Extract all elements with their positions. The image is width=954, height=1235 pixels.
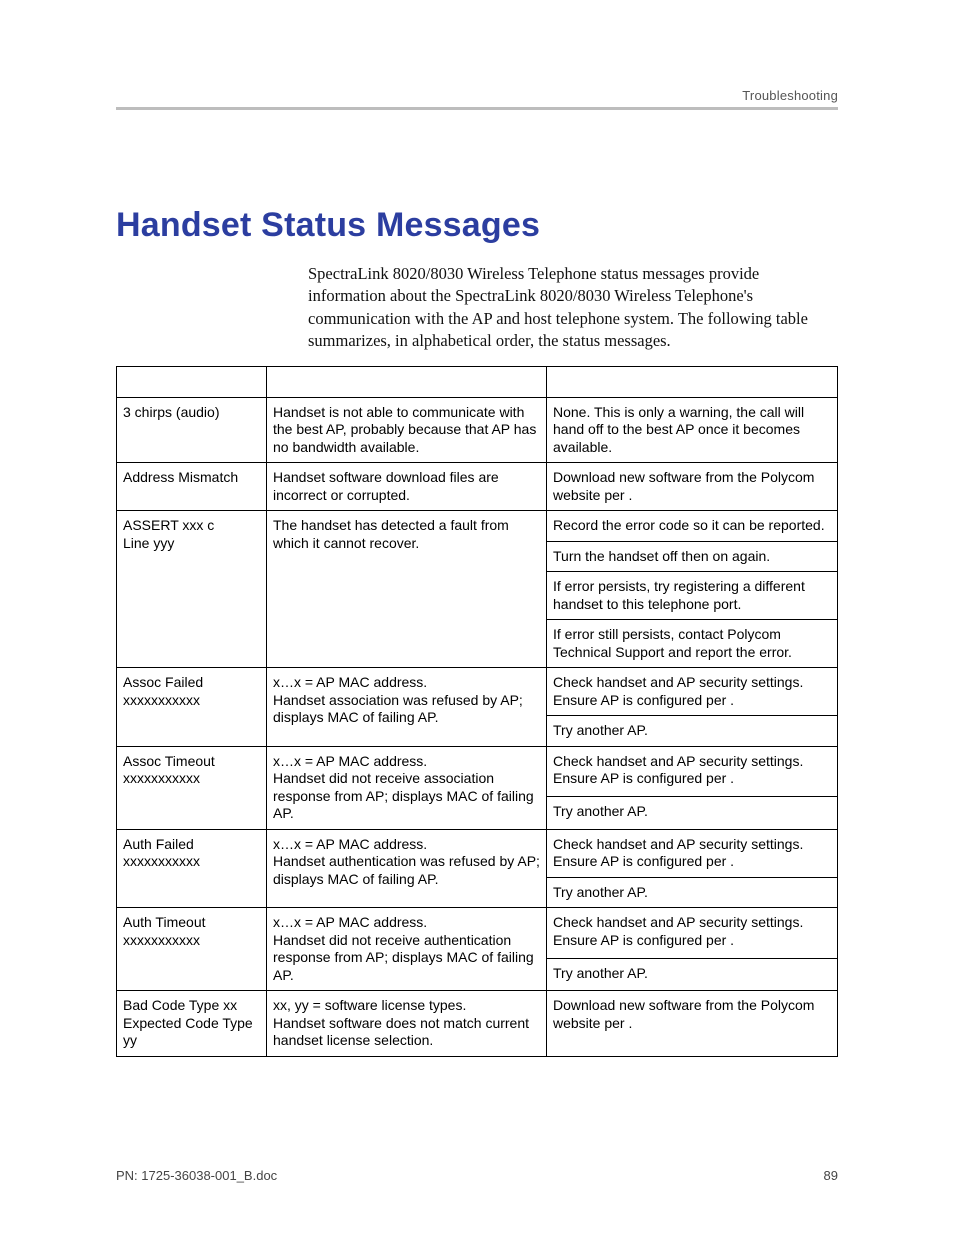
footer-part-number: PN: 1725-36038-001_B.doc xyxy=(116,1168,277,1183)
table-cell-action: Turn the handset off then on again. xyxy=(547,541,838,572)
table-cell-action: Try another AP. xyxy=(547,797,838,829)
table-cell-description: The handset has detected a fault from wh… xyxy=(267,511,547,668)
table-cell-message: Auth Failedxxxxxxxxxxx xyxy=(117,829,267,908)
table-cell-message: 3 chirps (audio) xyxy=(117,397,267,463)
table-header-cell xyxy=(547,367,838,398)
table-cell-action: Try another AP. xyxy=(547,716,838,747)
table-cell-description: x…x = AP MAC address.Handset authenticat… xyxy=(267,829,547,908)
table-cell-description: Handset is not able to communicate with … xyxy=(267,397,547,463)
table-cell-description: x…x = AP MAC address.Handset association… xyxy=(267,668,547,747)
table-cell-message: Assoc Timeoutxxxxxxxxxxx xyxy=(117,746,267,829)
table-header-cell xyxy=(267,367,547,398)
table-cell-action: Download new software from the Polycom w… xyxy=(547,991,838,1057)
table-cell-description: x…x = AP MAC address.Handset did not rec… xyxy=(267,908,547,991)
table-cell-message: Assoc Failedxxxxxxxxxxx xyxy=(117,668,267,747)
table-cell-action: Check handset and AP security settings.E… xyxy=(547,829,838,877)
table-cell-action: Record the error code so it can be repor… xyxy=(547,511,838,542)
table-cell-action: If error persists, try registering a dif… xyxy=(547,572,838,620)
intro-paragraph: SpectraLink 8020/8030 Wireless Telephone… xyxy=(308,263,838,352)
table-cell-message: Bad Code Type xxExpected Code Type yy xyxy=(117,991,267,1057)
running-header: Troubleshooting xyxy=(116,88,838,103)
header-rule xyxy=(116,107,838,110)
table-cell-description: xx, yy = software license types.Handset … xyxy=(267,991,547,1057)
page: Troubleshooting Handset Status Messages … xyxy=(0,0,954,1235)
table-cell-action: Check handset and AP security settings.E… xyxy=(547,668,838,716)
table-cell-message: Address Mismatch xyxy=(117,463,267,511)
table-cell-action: Download new software from the Polycom w… xyxy=(547,463,838,511)
table-cell-action: Check handset and AP security settings.E… xyxy=(547,746,838,797)
table-cell-action: Try another AP. xyxy=(547,877,838,908)
page-title: Handset Status Messages xyxy=(116,206,838,245)
table-cell-action: Check handset and AP security settings.E… xyxy=(547,908,838,959)
page-footer: PN: 1725-36038-001_B.doc 89 xyxy=(116,1168,838,1183)
table-cell-action: Try another AP. xyxy=(547,958,838,990)
table-header-cell xyxy=(117,367,267,398)
table-cell-action: None. This is only a warning, the call w… xyxy=(547,397,838,463)
table-cell-action: If error still persists, contact Polycom… xyxy=(547,620,838,668)
footer-page-number: 89 xyxy=(824,1168,838,1183)
table-cell-message: Auth Timeoutxxxxxxxxxxx xyxy=(117,908,267,991)
status-message-table: 3 chirps (audio)Handset is not able to c… xyxy=(116,366,838,1057)
table-cell-description: Handset software download files are inco… xyxy=(267,463,547,511)
table-cell-message: ASSERT xxx cLine yyy xyxy=(117,511,267,668)
table-cell-description: x…x = AP MAC address.Handset did not rec… xyxy=(267,746,547,829)
